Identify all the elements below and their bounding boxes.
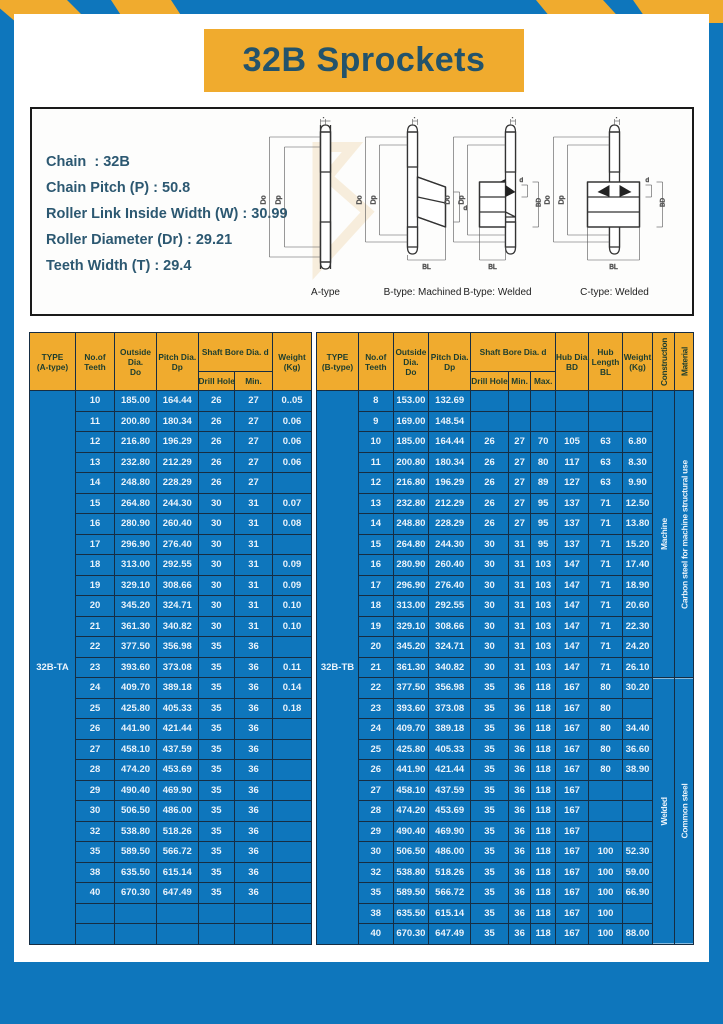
svg-text:BD: BD: [660, 198, 667, 207]
svg-text:d: d: [464, 205, 468, 212]
svg-text:B-type: Machined: B-type: Machined: [384, 287, 462, 298]
svg-text:A-type: A-type: [311, 287, 340, 298]
svg-text:d: d: [520, 177, 524, 184]
svg-text:BL: BL: [609, 264, 618, 271]
svg-text:BL: BL: [488, 264, 497, 271]
svg-text:Do: Do: [445, 195, 452, 204]
svg-text:Dp: Dp: [559, 195, 566, 204]
svg-text:Dp: Dp: [371, 195, 378, 204]
svg-text:T: T: [412, 117, 417, 120]
svg-text:Do: Do: [545, 195, 552, 204]
svg-text:B-type: Welded: B-type: Welded: [463, 287, 531, 298]
svg-text:d: d: [646, 177, 650, 184]
svg-text:T: T: [614, 117, 619, 120]
svg-text:Do: Do: [357, 195, 364, 204]
svg-text:T: T: [321, 117, 326, 120]
svg-text:BD: BD: [536, 198, 543, 207]
svg-text:BL: BL: [422, 264, 431, 271]
svg-text:Dp: Dp: [276, 195, 283, 204]
svg-text:Do: Do: [261, 195, 268, 204]
svg-text:T: T: [510, 117, 515, 120]
svg-text:Dp: Dp: [459, 195, 466, 204]
svg-text:C-type: Welded: C-type: Welded: [580, 287, 649, 298]
